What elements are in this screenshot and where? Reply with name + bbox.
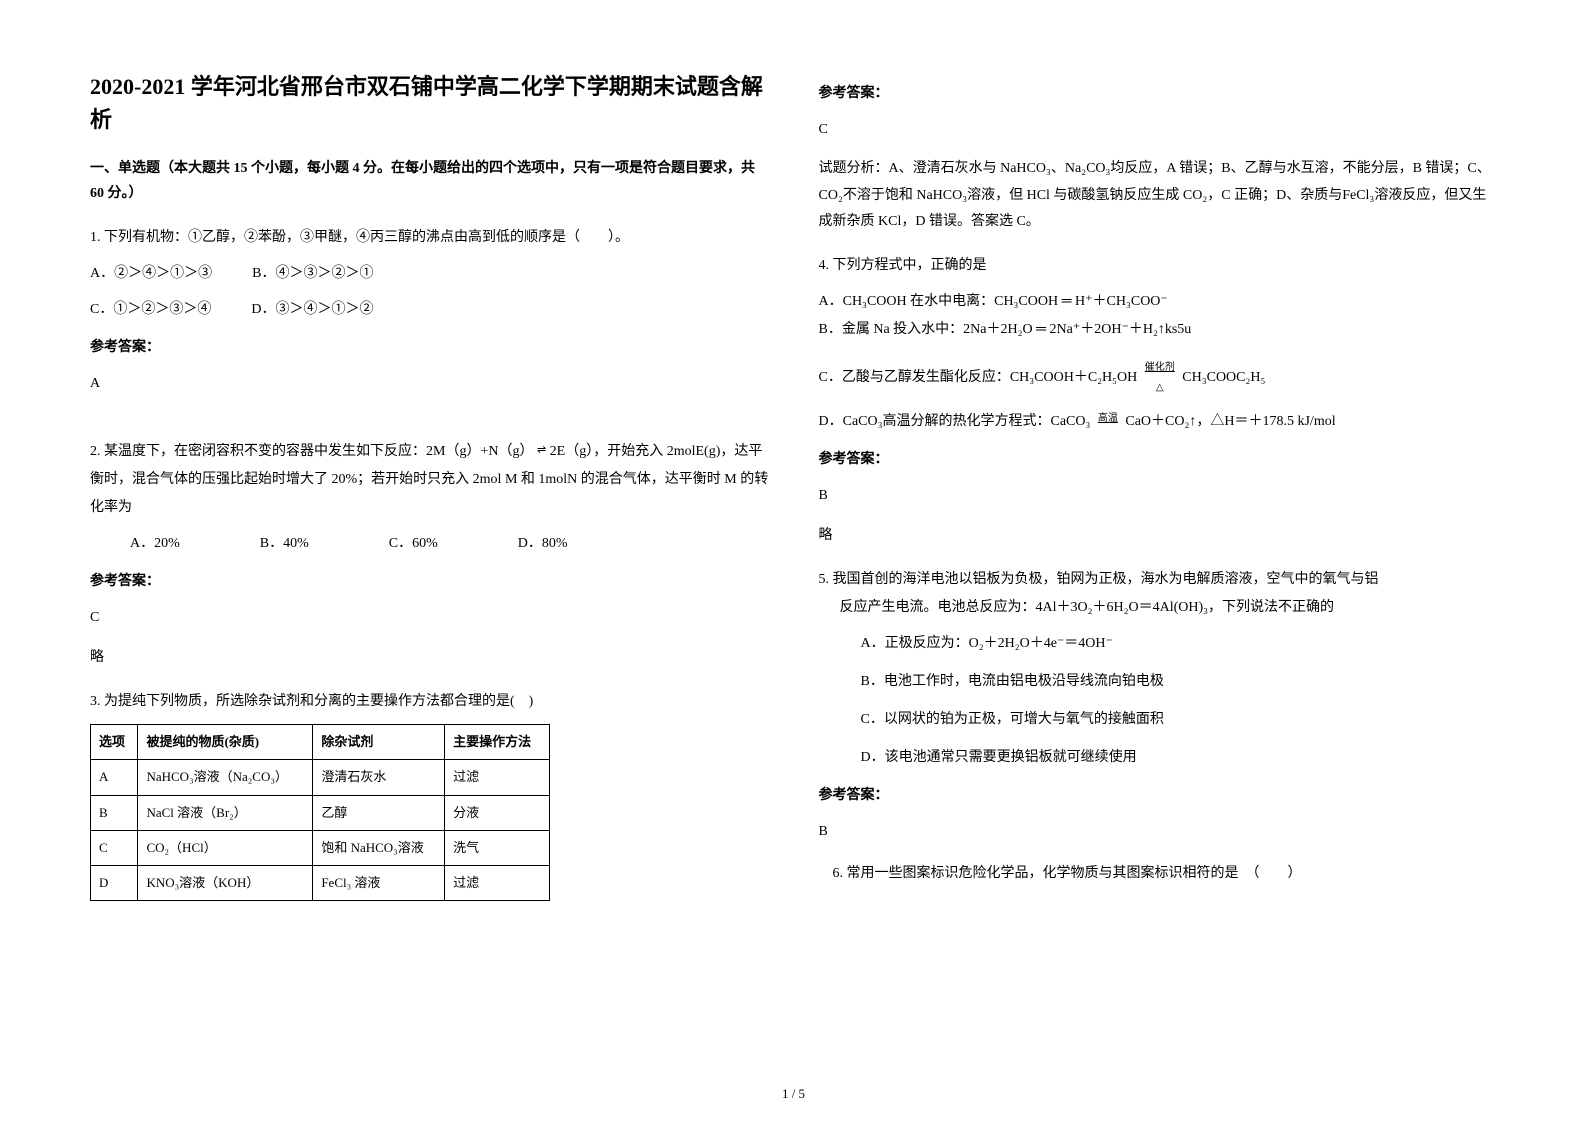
table-row: D KNO₃溶液（KOH） FeCl₃ 溶液 过滤 — [91, 865, 550, 900]
q4-options: A．CH₃COOH 在水中电离：CH₃COOH ═ H⁺＋CH₃COO⁻ B．金… — [819, 288, 1498, 436]
q3-answer-block: 参考答案： C 试题分析：A、澄清石灰水与 NaHCO₃、Na₂CO₃均反应，A… — [819, 80, 1498, 236]
question-3: 3. 为提纯下列物质，所选除杂试剂和分离的主要操作方法都合理的是( ) 选项 被… — [90, 688, 769, 900]
reaction-arrow-icon: 催化剂 △ — [1145, 358, 1175, 398]
q1-ans-label: 参考答案： — [90, 334, 769, 362]
table-row: B NaCl 溶液（Br₂） 乙醇 分液 — [91, 795, 550, 830]
th-1: 被提纯的物质(杂质) — [138, 725, 313, 760]
question-1: 1. 下列有机物：①乙醇，②苯酚，③甲醚，④丙三醇的沸点由高到低的顺序是（ ）。… — [90, 224, 769, 398]
cell: D — [91, 865, 138, 900]
q5-opt-b: B．电池工作时，电流由铝电极沿导线流向铂电极 — [861, 668, 1498, 696]
section-1-header: 一、单选题（本大题共 15 个小题，每小题 4 分。在每小题给出的四个选项中，只… — [90, 156, 769, 206]
question-6: 6. 常用一些图案标识危险化学品，化学物质与其图案标识相符的是 （ ） — [819, 862, 1498, 886]
q1-text: 1. 下列有机物：①乙醇，②苯酚，③甲醚，④丙三醇的沸点由高到低的顺序是（ ）。 — [90, 224, 769, 252]
cell: NaHCO₃溶液（Na₂CO₃） — [138, 760, 313, 795]
arrow-top-label: 高温 — [1098, 413, 1118, 424]
arrow-bot-label: △ — [1145, 378, 1175, 398]
cell: 洗气 — [445, 830, 550, 865]
cell: 分液 — [445, 795, 550, 830]
q1-opt-a: A．②＞④＞①＞③ — [90, 260, 212, 288]
q3-text: 3. 为提纯下列物质，所选除杂试剂和分离的主要操作方法都合理的是( ) — [90, 688, 769, 716]
q2-opt-a: A．20% — [130, 530, 180, 558]
th-2: 除杂试剂 — [313, 725, 445, 760]
q2-note: 略 — [90, 644, 769, 672]
cell: NaCl 溶液（Br₂） — [138, 795, 313, 830]
q4-opt-c: C．乙酸与乙醇发生酯化反应：CH₃COOH＋C₂H₅OH 催化剂 △ CH₃CO… — [819, 358, 1498, 398]
cell: C — [91, 830, 138, 865]
q4-ans-label: 参考答案： — [819, 446, 1498, 474]
q5-opt-a: A．正极反应为：O₂＋2H₂O＋4e⁻＝4OH⁻ — [861, 630, 1498, 658]
q5-text-2: 反应产生电流。电池总反应为：4Al＋3O₂＋6H₂O＝4Al(OH)₃，下列说法… — [819, 594, 1498, 622]
th-0: 选项 — [91, 725, 138, 760]
q5-text: 5. 我国首创的海洋电池以铝板为负极，铂网为正极，海水为电解质溶液，空气中的氧气… — [819, 566, 1498, 622]
q5-opt-d: D．该电池通常只需要更换铝板就可继续使用 — [861, 744, 1498, 772]
q1-ans: A — [90, 370, 769, 398]
q2-text: 2. 某温度下，在密闭容积不变的容器中发生如下反应：2M（g）+N（g） ⇌ 2… — [90, 438, 769, 522]
doc-title: 2020-2021 学年河北省邢台市双石铺中学高二化学下学期期末试题含解析 — [90, 70, 769, 136]
q3-ans: C — [819, 116, 1498, 144]
question-5: 5. 我国首创的海洋电池以铝板为负极，铂网为正极，海水为电解质溶液，空气中的氧气… — [819, 566, 1498, 846]
q1-opt-b: B．④＞③＞②＞① — [252, 260, 373, 288]
q1-opt-c: C．①＞②＞③＞④ — [90, 296, 211, 324]
left-column: 2020-2021 学年河北省邢台市双石铺中学高二化学下学期期末试题含解析 一、… — [90, 70, 769, 1040]
cell: B — [91, 795, 138, 830]
q4-opt-c-b: CH₃COOC₂H₅ — [1182, 370, 1265, 385]
q4-opt-d: D．CaCO₃高温分解的热化学方程式：CaCO₃ 高温 CaO＋CO₂↑，△H＝… — [819, 408, 1498, 436]
reaction-arrow-icon: 高温 — [1098, 408, 1118, 436]
page-columns: 2020-2021 学年河北省邢台市双石铺中学高二化学下学期期末试题含解析 一、… — [90, 70, 1497, 1040]
q4-opt-c-a: C．乙酸与乙醇发生酯化反应：CH₃COOH＋C₂H₅OH — [819, 370, 1138, 385]
q4-opt-d-b: CaO＋CO₂↑，△H＝＋178.5 kJ/mol — [1125, 414, 1335, 429]
page-footer: 1 / 5 — [0, 1086, 1587, 1102]
cell: 过滤 — [445, 865, 550, 900]
question-4: 4. 下列方程式中，正确的是 A．CH₃COOH 在水中电离：CH₃COOH ═… — [819, 252, 1498, 550]
cell: 过滤 — [445, 760, 550, 795]
q1-options-row1: A．②＞④＞①＞③ B．④＞③＞②＞① — [90, 260, 769, 288]
q6-text: 6. 常用一些图案标识危险化学品，化学物质与其图案标识相符的是 （ ） — [819, 862, 1498, 886]
table-row: C CO₂（HCl） 饱和 NaHCO₃溶液 洗气 — [91, 830, 550, 865]
arrow-top-label: 催化剂 — [1145, 358, 1175, 378]
cell: 澄清石灰水 — [313, 760, 445, 795]
q2-text-a: 2. 某温度下，在密闭容积不变的容器中发生如下反应：2M（g）+N（g） — [90, 444, 533, 459]
equilibrium-icon: ⇌ — [537, 439, 546, 461]
q5-ans: B — [819, 818, 1498, 846]
q3-explain: 试题分析：A、澄清石灰水与 NaHCO₃、Na₂CO₃均反应，A 错误；B、乙醇… — [819, 156, 1498, 236]
q4-opt-a: A．CH₃COOH 在水中电离：CH₃COOH ═ H⁺＋CH₃COO⁻ — [819, 288, 1498, 316]
th-3: 主要操作方法 — [445, 725, 550, 760]
q2-ans-label: 参考答案： — [90, 568, 769, 596]
q5-ans-label: 参考答案： — [819, 782, 1498, 810]
question-2: 2. 某温度下，在密闭容积不变的容器中发生如下反应：2M（g）+N（g） ⇌ 2… — [90, 438, 769, 672]
q4-opt-d-a: D．CaCO₃高温分解的热化学方程式：CaCO₃ — [819, 414, 1091, 429]
cell: A — [91, 760, 138, 795]
q2-opt-c: C．60% — [389, 530, 438, 558]
q2-options: A．20% B．40% C．60% D．80% — [130, 530, 769, 558]
right-column: 参考答案： C 试题分析：A、澄清石灰水与 NaHCO₃、Na₂CO₃均反应，A… — [819, 70, 1498, 1040]
cell: KNO₃溶液（KOH） — [138, 865, 313, 900]
q3-ans-label: 参考答案： — [819, 80, 1498, 108]
q2-ans: C — [90, 604, 769, 632]
q4-note: 略 — [819, 522, 1498, 550]
cell: 乙醇 — [313, 795, 445, 830]
table-header-row: 选项 被提纯的物质(杂质) 除杂试剂 主要操作方法 — [91, 725, 550, 760]
q5-options: A．正极反应为：O₂＋2H₂O＋4e⁻＝4OH⁻ B．电池工作时，电流由铝电极沿… — [861, 630, 1498, 772]
cell: 饱和 NaHCO₃溶液 — [313, 830, 445, 865]
q4-text: 4. 下列方程式中，正确的是 — [819, 252, 1498, 280]
q2-opt-d: D．80% — [518, 530, 568, 558]
q4-opt-b: B．金属 Na 投入水中：2Na＋2H₂O ═ 2Na⁺＋2OH⁻＋H₂↑ks5… — [819, 316, 1498, 344]
q5-text-1: 5. 我国首创的海洋电池以铝板为负极，铂网为正极，海水为电解质溶液，空气中的氧气… — [819, 566, 1498, 594]
table-row: A NaHCO₃溶液（Na₂CO₃） 澄清石灰水 过滤 — [91, 760, 550, 795]
q2-opt-b: B．40% — [260, 530, 309, 558]
q1-options-row2: C．①＞②＞③＞④ D．③＞④＞①＞② — [90, 296, 769, 324]
q1-opt-d: D．③＞④＞①＞② — [251, 296, 373, 324]
q5-opt-c: C．以网状的铂为正极，可增大与氧气的接触面积 — [861, 706, 1498, 734]
cell: CO₂（HCl） — [138, 830, 313, 865]
q3-table: 选项 被提纯的物质(杂质) 除杂试剂 主要操作方法 A NaHCO₃溶液（Na₂… — [90, 724, 550, 900]
cell: FeCl₃ 溶液 — [313, 865, 445, 900]
q4-ans: B — [819, 482, 1498, 510]
